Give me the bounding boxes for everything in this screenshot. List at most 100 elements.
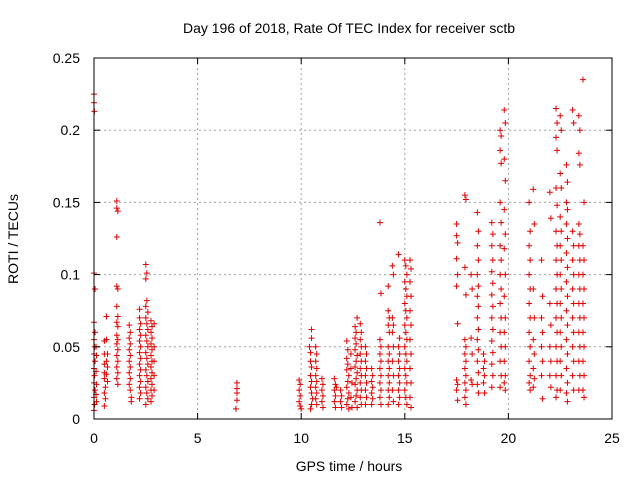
- data-point: [502, 231, 509, 238]
- data-point: [358, 329, 365, 336]
- data-point: [345, 405, 352, 412]
- data-point: [137, 378, 144, 385]
- data-point: [386, 394, 393, 401]
- data-point: [357, 394, 364, 401]
- data-point: [113, 197, 120, 204]
- data-point: [526, 271, 533, 278]
- data-point: [136, 361, 143, 368]
- data-point: [475, 283, 482, 290]
- data-point: [461, 394, 468, 401]
- data-point: [126, 369, 133, 376]
- data-point: [390, 343, 397, 350]
- data-point: [481, 372, 488, 379]
- data-point: [498, 286, 505, 293]
- data-point: [401, 257, 408, 264]
- data-point: [461, 264, 468, 271]
- data-point: [332, 392, 339, 399]
- data-point: [453, 232, 460, 239]
- data-point: [352, 346, 359, 353]
- data-point: [343, 338, 350, 345]
- data-point: [142, 384, 149, 391]
- data-point: [570, 387, 577, 394]
- data-point: [136, 372, 143, 379]
- data-point: [348, 404, 355, 411]
- data-point: [298, 405, 305, 412]
- x-tick-label: 10: [293, 430, 309, 446]
- data-point: [308, 378, 315, 385]
- data-point: [569, 314, 576, 321]
- data-point: [557, 170, 564, 177]
- data-point: [581, 372, 588, 379]
- data-point: [333, 384, 340, 391]
- data-point: [403, 314, 410, 321]
- data-point: [558, 314, 565, 321]
- data-point: [144, 395, 151, 402]
- data-point: [502, 119, 509, 126]
- data-point: [539, 395, 546, 402]
- data-point: [343, 401, 350, 408]
- data-point: [454, 320, 461, 327]
- data-point: [357, 320, 364, 327]
- data-point: [563, 278, 570, 285]
- data-point: [389, 314, 396, 321]
- data-point: [113, 352, 120, 359]
- data-point: [553, 286, 560, 293]
- data-point: [368, 378, 375, 385]
- data-point: [147, 317, 154, 324]
- data-point: [530, 336, 537, 343]
- data-point: [368, 401, 375, 408]
- data-point: [369, 372, 376, 379]
- data-point: [377, 401, 384, 408]
- data-point: [377, 372, 384, 379]
- data-point: [569, 257, 576, 264]
- data-point: [546, 372, 553, 379]
- data-point: [331, 398, 338, 405]
- data-point: [401, 343, 408, 350]
- data-point: [113, 340, 120, 347]
- data-point: [402, 262, 409, 269]
- data-point: [296, 398, 303, 405]
- data-point: [127, 364, 134, 371]
- data-point: [390, 271, 397, 278]
- data-point: [531, 221, 538, 228]
- data-point: [475, 303, 482, 310]
- data-point: [313, 378, 320, 385]
- data-point: [553, 257, 560, 264]
- data-point: [312, 395, 319, 402]
- data-point: [353, 329, 360, 336]
- data-point: [352, 381, 359, 388]
- data-point: [401, 365, 408, 372]
- data-point: [353, 375, 360, 382]
- data-point: [563, 336, 570, 343]
- data-point: [401, 300, 408, 307]
- data-point: [318, 375, 325, 382]
- data-point: [343, 355, 350, 362]
- data-point: [579, 387, 586, 394]
- data-point: [564, 398, 571, 405]
- data-point: [502, 314, 509, 321]
- data-point: [501, 329, 508, 336]
- data-point: [136, 395, 143, 402]
- data-point: [564, 322, 571, 329]
- data-point: [462, 387, 469, 394]
- data-point: [395, 372, 402, 379]
- data-point: [151, 343, 158, 350]
- data-point: [489, 280, 496, 287]
- data-point: [390, 372, 397, 379]
- data-point: [345, 372, 352, 379]
- data-point: [113, 283, 120, 290]
- data-point: [103, 313, 110, 320]
- data-point: [143, 320, 150, 327]
- data-point: [389, 387, 396, 394]
- data-point: [502, 177, 509, 184]
- data-point: [312, 358, 319, 365]
- data-point: [127, 329, 134, 336]
- data-point: [570, 271, 577, 278]
- data-point: [389, 329, 396, 336]
- data-point: [527, 343, 534, 350]
- data-point: [498, 132, 505, 139]
- data-point: [453, 283, 460, 290]
- data-point: [369, 395, 376, 402]
- data-point: [461, 365, 468, 372]
- data-point: [147, 375, 154, 382]
